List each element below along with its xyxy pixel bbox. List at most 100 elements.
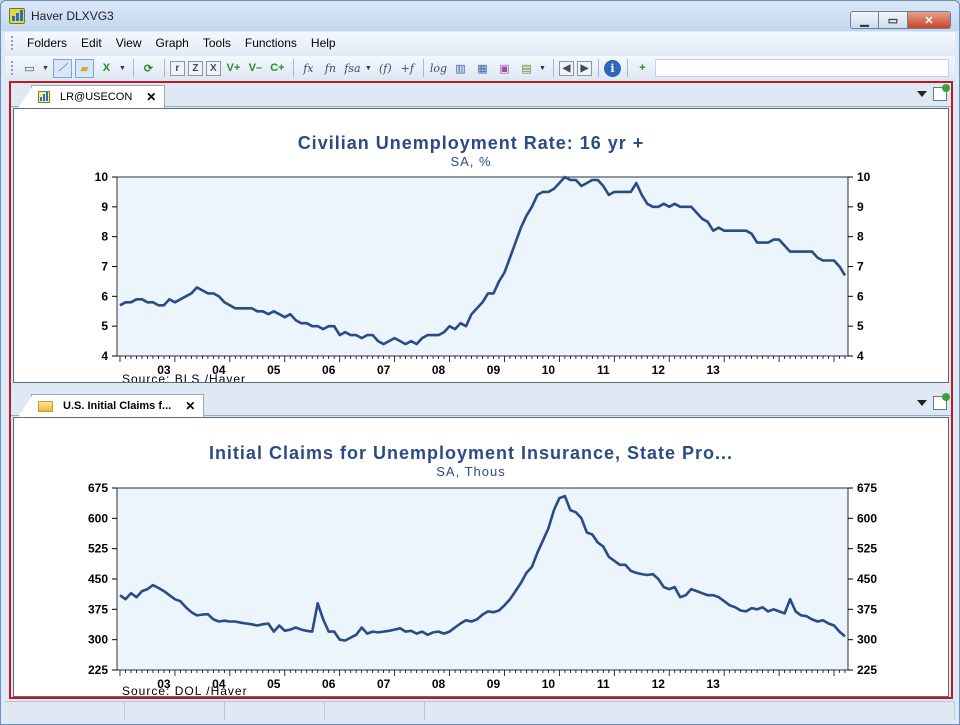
menu-graph[interactable]: Graph — [155, 36, 189, 50]
y-tick-label-left: 450 — [88, 572, 108, 586]
pop-out-icon[interactable] — [933, 84, 950, 101]
chart-tab-icon — [38, 91, 50, 103]
x-tick-label: 08 — [432, 677, 446, 691]
chart-style-dropdown-icon[interactable]: ▼ — [539, 64, 546, 72]
tab-label: LR@USECON — [60, 91, 133, 103]
y-tick-label-right: 7 — [857, 260, 864, 274]
y-tick-label-right: 300 — [857, 633, 877, 647]
graph-pane-2: U.S. Initial Claims f... ✕ Initial Claim… — [11, 392, 951, 699]
fx-icon[interactable]: fx — [303, 61, 314, 75]
forward-arrow-icon[interactable]: ▶ — [576, 60, 592, 76]
y-tick-label-right: 4 — [857, 349, 864, 363]
minimize-button[interactable]: ▁ — [850, 11, 879, 29]
fsa-icon[interactable]: fsa — [344, 61, 361, 75]
c-plus-icon[interactable]: C+ — [270, 62, 285, 74]
info-icon[interactable]: i — [603, 59, 621, 77]
fsa-dropdown-icon[interactable]: ▼ — [364, 64, 372, 72]
menu-view[interactable]: View — [115, 36, 142, 50]
v-plus-icon[interactable]: V+ — [226, 62, 241, 74]
f-paren-icon[interactable]: (f) — [378, 61, 392, 75]
status-cell — [225, 702, 325, 720]
chart-title: Initial Claims for Unemployment Insuranc… — [209, 443, 733, 463]
y-tick-label-left: 7 — [101, 260, 108, 274]
x-tick-label: 06 — [322, 363, 336, 377]
series-entry-field[interactable] — [654, 59, 949, 77]
refresh-icon[interactable]: ⟳ — [143, 62, 153, 75]
chart-subtitle: SA, Thous — [436, 464, 505, 479]
y-tick-label-right: 8 — [857, 230, 864, 244]
minimize-icon: ▁ — [860, 14, 869, 27]
pane-menu-chevron-down-icon[interactable] — [917, 91, 927, 97]
bar-chart-icon[interactable]: ▥ — [455, 61, 466, 75]
pop-out-icon[interactable] — [933, 393, 950, 410]
title-bar[interactable]: Haver DLXVG3 ▁ ▭ ✕ — [1, 1, 959, 31]
chart-panel-1: Civilian Unemployment Rate: 16 yr + SA, %… — [13, 108, 949, 383]
excel-export-icon[interactable]: X — [102, 62, 111, 74]
maximize-icon: ▭ — [887, 14, 899, 27]
menu-grip-icon — [11, 36, 14, 50]
graph-workspace: LR@USECON ✕ Civilian Unemployment Rate: … — [9, 81, 953, 699]
back-arrow-icon[interactable]: ◀ — [558, 60, 574, 76]
menu-tools[interactable]: Tools — [202, 36, 231, 50]
menu-functions[interactable]: Functions — [244, 36, 297, 50]
close-button[interactable]: ✕ — [908, 11, 951, 29]
status-cell — [425, 702, 955, 720]
y-tick-label-right: 9 — [857, 200, 864, 214]
y-tick-label-left: 9 — [101, 200, 108, 214]
y-tick-label-left: 525 — [88, 542, 108, 556]
chart-window-icon[interactable]: ▣ — [499, 61, 510, 75]
y-tick-label-left: 375 — [88, 602, 108, 616]
f-plus-icon[interactable]: +f — [400, 61, 414, 75]
x-tick-label: 12 — [652, 677, 666, 691]
x-tick-label: 11 — [597, 363, 610, 377]
x-tick-label: 04 — [212, 677, 226, 691]
menu-bar: Folders Edit View Graph Tools Functions … — [5, 32, 955, 54]
plot-area — [116, 487, 849, 671]
x-tick-label: 07 — [377, 677, 391, 691]
fn-icon[interactable]: fn — [324, 61, 336, 75]
tab-close-icon[interactable]: ✕ — [146, 90, 157, 104]
tab-lr-usecon[interactable]: LR@USECON ✕ — [17, 85, 166, 108]
x-tick-label: 10 — [542, 677, 556, 691]
histogram-icon[interactable]: ▦ — [477, 61, 488, 75]
x-tick-label: 09 — [487, 363, 501, 377]
menu-edit[interactable]: Edit — [81, 36, 102, 50]
status-bar — [5, 701, 955, 721]
folder-tab-icon — [38, 400, 53, 412]
open-folder-icon[interactable]: ▰ — [74, 58, 94, 78]
x-tick-label: 09 — [487, 677, 501, 691]
close-icon: ✕ — [924, 14, 934, 27]
tab-initial-claims[interactable]: U.S. Initial Claims f... ✕ — [17, 394, 205, 417]
new-doc-dropdown-icon[interactable]: ▼ — [42, 64, 49, 72]
pane-menu-chevron-down-icon[interactable] — [917, 400, 927, 406]
x-icon[interactable]: X — [205, 60, 221, 76]
x-tick-label: 04 — [212, 363, 226, 377]
maximize-button[interactable]: ▭ — [879, 11, 908, 29]
x-tick-label: 03 — [157, 363, 171, 377]
unemployment-rate-chart: Civilian Unemployment Rate: 16 yr +SA, %… — [95, 133, 871, 382]
line-chart-icon[interactable]: ⟋ — [52, 58, 72, 78]
v-minus-icon[interactable]: V– — [248, 62, 263, 74]
y-tick-label-right: 450 — [857, 572, 877, 586]
log-icon[interactable]: log — [429, 61, 447, 75]
y-tick-label-right: 10 — [857, 170, 871, 184]
y-tick-label-left: 5 — [101, 319, 108, 333]
tab-strip-2: U.S. Initial Claims f... ✕ — [11, 392, 951, 417]
new-doc-icon[interactable]: ▭ — [24, 61, 35, 75]
y-tick-label-right: 675 — [857, 481, 877, 495]
x-tick-label: 06 — [322, 677, 336, 691]
toolbar: ▭ ▼ ⟋ ▰ X ▼ ⟳ r Z X V+ V– C+ fx fn fsa ▼… — [5, 56, 955, 80]
tab-close-icon[interactable]: ✕ — [185, 399, 196, 413]
initial-claims-chart: Initial Claims for Unemployment Insuranc… — [88, 443, 877, 696]
y-tick-label-left: 600 — [88, 511, 108, 525]
add-folder-icon[interactable]: + — [639, 62, 646, 74]
r-icon[interactable]: r — [169, 60, 185, 76]
chart-style-icon[interactable]: ▤ — [521, 61, 532, 75]
x-tick-label: 13 — [707, 363, 721, 377]
x-tick-label: 13 — [707, 677, 721, 691]
menu-folders[interactable]: Folders — [27, 36, 68, 50]
y-tick-label-left: 4 — [101, 349, 108, 363]
export-dropdown-icon[interactable]: ▼ — [118, 64, 126, 72]
z-icon[interactable]: Z — [187, 60, 203, 76]
menu-help[interactable]: Help — [310, 36, 336, 50]
